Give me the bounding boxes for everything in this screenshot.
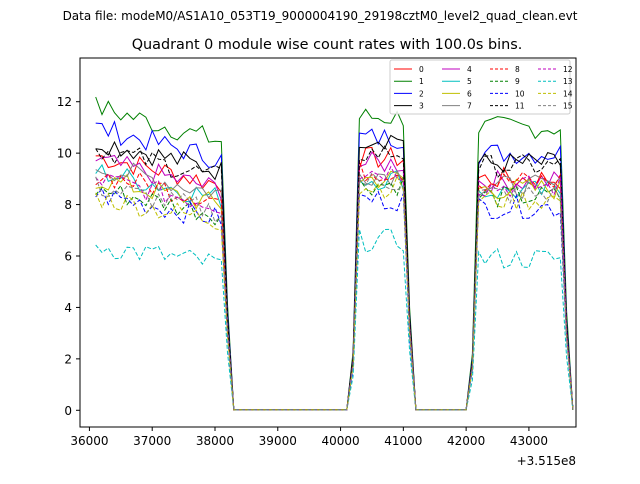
x-tick-label: 38000 xyxy=(196,434,234,448)
legend-label-13: 13 xyxy=(563,77,573,86)
series-line-14 xyxy=(95,175,574,411)
series-line-12 xyxy=(95,165,574,411)
x-tick-label: 42000 xyxy=(447,434,485,448)
legend-label-5: 5 xyxy=(467,77,472,86)
chart-suptitle: Data file: modeM0/AS1A10_053T19_90000041… xyxy=(63,9,578,23)
series-line-5 xyxy=(95,163,574,411)
series-line-10 xyxy=(95,187,574,411)
x-tick-label: 39000 xyxy=(259,434,297,448)
legend-label-12: 12 xyxy=(563,65,573,74)
y-tick-label: 10 xyxy=(57,147,72,161)
legend-label-14: 14 xyxy=(563,89,573,98)
series-line-11 xyxy=(95,145,574,411)
series-line-7 xyxy=(95,162,574,411)
axes: 36000 37000 38000 39000 40000 41000 42000 43000… xyxy=(57,57,577,448)
x-tick-label: 36000 xyxy=(70,434,108,448)
y-tick-label: 0 xyxy=(64,404,72,418)
chart-title: Quadrant 0 module wise count rates with … xyxy=(132,37,523,53)
x-offset-label: +3.515e8 xyxy=(517,454,576,468)
series-line-2 xyxy=(95,120,574,411)
legend-label-10: 10 xyxy=(515,89,525,98)
legend-label-6: 6 xyxy=(467,89,472,98)
y-tick-label: 2 xyxy=(64,352,72,366)
legend-label-7: 7 xyxy=(467,102,472,111)
series-line-8 xyxy=(95,160,574,411)
series-line-13 xyxy=(95,228,574,411)
y-tick-label: 8 xyxy=(64,198,72,212)
x-tick-label: 40000 xyxy=(321,434,359,448)
series-line-3 xyxy=(95,134,574,411)
y-tick-label: 6 xyxy=(64,250,72,264)
y-tick-label: 12 xyxy=(57,95,72,109)
legend-label-0: 0 xyxy=(419,65,424,74)
legend-box xyxy=(389,59,571,115)
plot-area xyxy=(95,96,574,411)
x-tick-label: 41000 xyxy=(384,434,422,448)
legend-label-2: 2 xyxy=(419,89,424,98)
x-tick-label: 43000 xyxy=(510,434,548,448)
axes-frame xyxy=(79,57,577,428)
legend-label-4: 4 xyxy=(467,65,472,74)
series-line-6 xyxy=(95,170,574,411)
series-line-15 xyxy=(95,172,574,411)
series-line-9 xyxy=(95,177,574,411)
series-line-1 xyxy=(95,96,574,411)
y-tick-label: 4 xyxy=(64,301,72,315)
legend-label-8: 8 xyxy=(515,65,520,74)
legend-label-1: 1 xyxy=(419,77,424,86)
legend-label-15: 15 xyxy=(563,102,573,111)
legend-label-3: 3 xyxy=(419,102,424,111)
legend-label-9: 9 xyxy=(515,77,520,86)
x-tick-label: 37000 xyxy=(133,434,171,448)
series-line-0 xyxy=(95,146,574,411)
series-line-4 xyxy=(95,151,574,411)
legend-label-11: 11 xyxy=(515,102,525,111)
